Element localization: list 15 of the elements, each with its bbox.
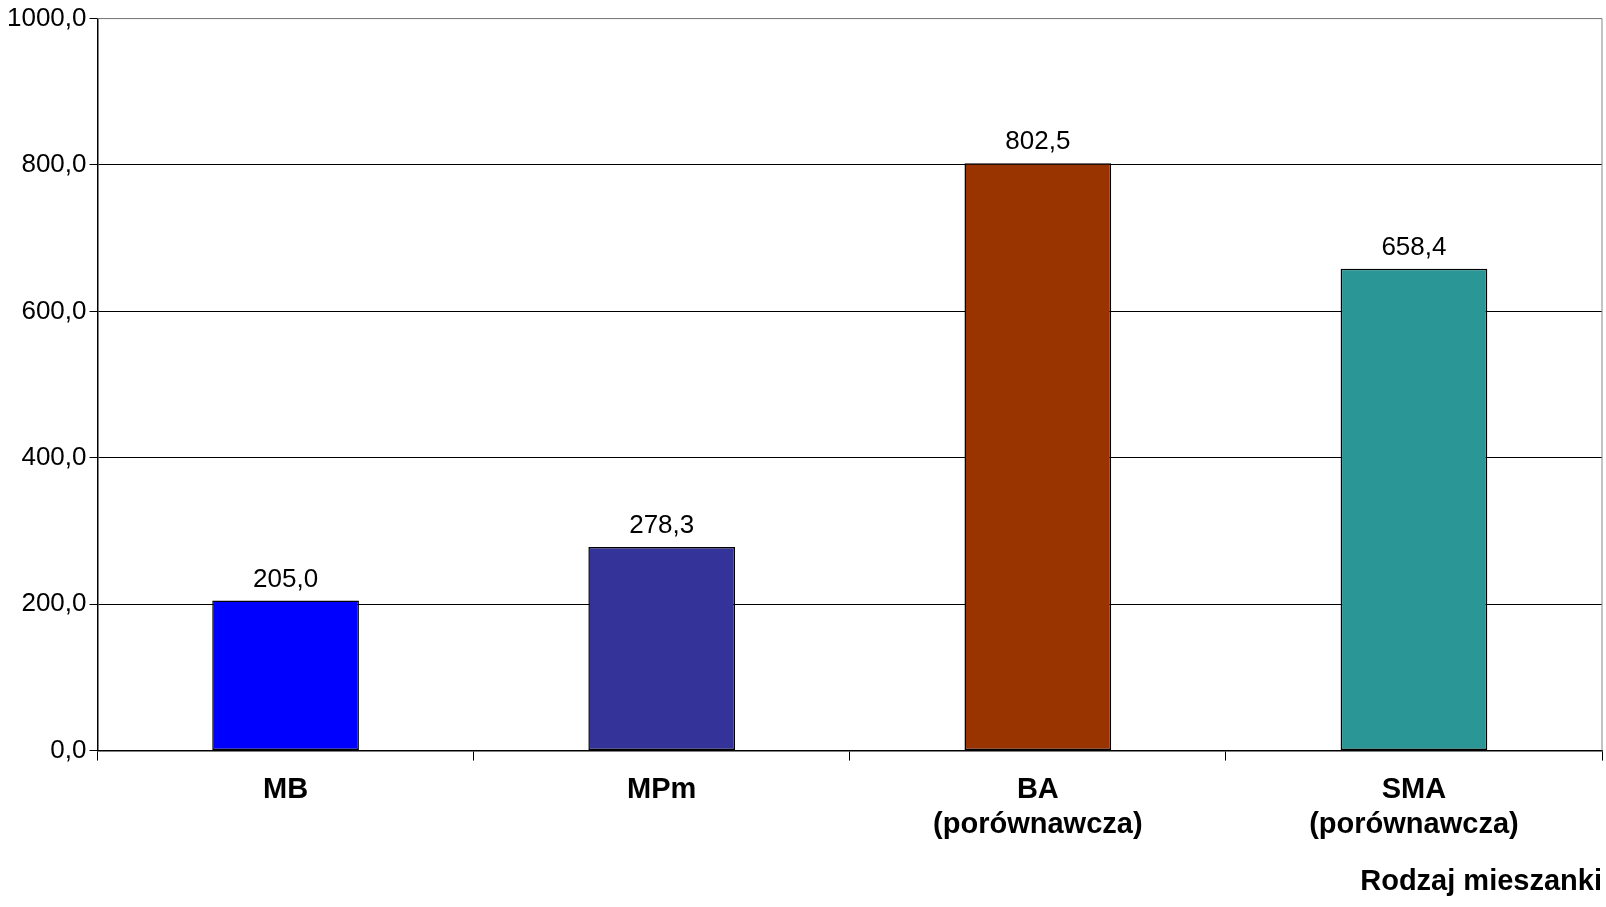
y-tick-label: 400,0 <box>21 440 87 471</box>
data-label: 205,0 <box>253 562 319 593</box>
y-tick-label: 1000,0 <box>6 1 87 32</box>
x-tick-label: BA (porównawcza) <box>933 772 1143 839</box>
y-tick-label: 200,0 <box>21 587 87 618</box>
x-tick-label: MB <box>263 772 309 804</box>
x-tick-label: SMA (porównawcza) <box>1309 772 1519 839</box>
x-tick-label: MPm <box>627 772 697 804</box>
y-tick-label: 800,0 <box>21 148 87 179</box>
x-axis-title: Rodzaj mieszanki <box>1360 863 1602 896</box>
data-label: 278,3 <box>629 509 695 540</box>
y-tick-label: 0,0 <box>50 733 87 764</box>
data-label: 658,4 <box>1381 230 1447 261</box>
data-label: 802,5 <box>1005 125 1071 156</box>
y-tick-label: 600,0 <box>21 294 87 325</box>
